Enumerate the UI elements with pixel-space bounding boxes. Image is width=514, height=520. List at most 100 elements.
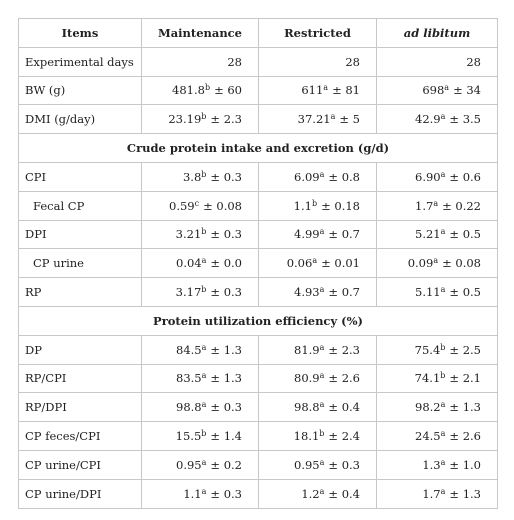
data-row: Experimental days 28 28 28 — [18, 46, 498, 77]
value: 3.17 — [175, 285, 202, 300]
data-table: Items Maintenance Restricted ad libitum Expe… — [18, 18, 498, 509]
value: 28 — [466, 54, 481, 69]
value: 98.2 — [415, 400, 441, 415]
std-error: ± 81 — [332, 83, 360, 98]
value: 23.19 — [168, 112, 202, 127]
section-title: Protein utilization efficiency (%) — [18, 305, 498, 336]
std-error: ± 0.4 — [328, 400, 360, 415]
value-cell: 37.21a ± 5 — [258, 104, 377, 135]
value: 6.09 — [294, 169, 320, 184]
significance-letter: a — [201, 457, 207, 467]
row-label: RP/CPI — [18, 363, 142, 394]
row-label: CP urine/DPI — [18, 478, 142, 509]
std-error: ± 0.7 — [328, 285, 360, 300]
significance-letter: a — [440, 169, 446, 179]
significance-letter: a — [201, 486, 207, 496]
data-row: RP/CPI 83.5a ± 1.3 80.9a ± 2.6 74.1b ± 2.1 — [18, 363, 498, 394]
value: 28 — [345, 54, 360, 69]
significance-letter: b — [201, 112, 207, 122]
value-cell: 28 — [376, 46, 498, 77]
value-cell: 83.5a ± 1.3 — [141, 363, 259, 394]
value: 83.5 — [176, 371, 202, 386]
value: 481.8 — [172, 83, 205, 98]
value-cell: 98.8a ± 0.3 — [141, 392, 259, 423]
significance-letter: a — [440, 429, 446, 439]
std-error: ± 0.6 — [449, 169, 481, 184]
significance-letter: b — [201, 169, 207, 179]
value-cell: 6.90a ± 0.6 — [376, 161, 498, 192]
std-error: ± 0.2 — [210, 457, 242, 472]
value-cell: 4.93a ± 0.7 — [258, 277, 377, 307]
value-cell: 481.8b ± 60 — [141, 75, 259, 106]
std-error: ± 1.3 — [210, 342, 242, 357]
column-header: ad libitum — [376, 18, 498, 48]
std-error: ± 34 — [453, 83, 481, 98]
std-error: ± 0.08 — [442, 256, 481, 271]
value-cell: 3.17b ± 0.3 — [141, 277, 259, 307]
value-cell: 0.04a ± 0.0 — [141, 248, 259, 279]
value: 74.1 — [414, 371, 441, 386]
std-error: ± 2.1 — [449, 371, 481, 386]
value: 611 — [301, 83, 324, 98]
value-cell: 74.1b ± 2.1 — [376, 363, 498, 394]
column-header: Maintenance — [141, 18, 259, 48]
value: 42.9 — [415, 112, 441, 127]
significance-letter: a — [319, 285, 325, 295]
row-label: CP urine/CPI — [18, 449, 142, 480]
significance-letter: c — [194, 198, 200, 208]
std-error: ± 0.8 — [328, 169, 360, 184]
value: 1.2 — [301, 486, 320, 501]
value-cell: 15.5b ± 1.4 — [141, 421, 259, 451]
significance-letter: b — [440, 342, 446, 352]
std-error: ± 0.7 — [328, 227, 360, 242]
significance-letter: a — [440, 457, 446, 467]
value-cell: 0.09a ± 0.08 — [376, 248, 498, 279]
value-cell: 75.4b ± 2.5 — [376, 334, 498, 365]
value: 3.8 — [182, 169, 202, 184]
value-cell: 0.95a ± 0.2 — [141, 449, 259, 480]
value-cell: 42.9a ± 3.5 — [376, 104, 498, 135]
value-cell: 1.3a ± 1.0 — [376, 449, 498, 480]
significance-letter: a — [319, 342, 325, 352]
value-cell: 0.95a ± 0.3 — [258, 449, 377, 480]
column-header: Items — [18, 18, 142, 48]
value-cell: 23.19b ± 2.3 — [141, 104, 259, 135]
std-error: ± 3.5 — [449, 112, 481, 127]
value-cell: 1.2a ± 0.4 — [258, 478, 377, 509]
value-cell: 1.7a ± 1.3 — [376, 478, 498, 509]
section-row: Crude protein intake and excretion (g/d) — [18, 133, 498, 163]
std-error: ± 0.3 — [210, 486, 242, 501]
value: 4.93 — [294, 285, 320, 300]
value-cell: 698a ± 34 — [376, 75, 498, 106]
significance-letter: a — [440, 400, 446, 410]
significance-letter: a — [319, 169, 325, 179]
table-wrap: Items Maintenance Restricted ad libitum Expe… — [18, 18, 498, 509]
std-error: ± 0.22 — [442, 198, 481, 213]
significance-letter: a — [201, 400, 207, 410]
significance-letter: a — [440, 112, 446, 122]
value: 5.21 — [415, 227, 441, 242]
value: 18.1 — [293, 429, 320, 444]
value-cell: 84.5a ± 1.3 — [141, 334, 259, 365]
significance-letter: a — [433, 198, 439, 208]
value: 0.04 — [176, 256, 202, 271]
section-row: Protein utilization efficiency (%) — [18, 305, 498, 336]
value-cell: 611a ± 81 — [258, 75, 377, 106]
data-row: CP urine/DPI 1.1a ± 0.3 1.2a ± 0.4 1.7a ± 1.3 — [18, 478, 498, 509]
row-label: RP — [18, 277, 142, 307]
value: 84.5 — [176, 342, 202, 357]
std-error: ± 0.3 — [210, 227, 242, 242]
value-cell: 5.21a ± 0.5 — [376, 219, 498, 250]
value: 1.1 — [293, 198, 312, 213]
std-error: ± 60 — [214, 83, 242, 98]
std-error: ± 1.3 — [449, 400, 481, 415]
value-cell: 1.1a ± 0.3 — [141, 478, 259, 509]
data-row: CP urine/CPI 0.95a ± 0.2 0.95a ± 0.3 1.3a ± 1.… — [18, 449, 498, 480]
std-error: ± 5 — [339, 112, 360, 127]
data-row: Fecal CP 0.59c ± 0.08 1.1b ± 0.18 1.7a ± 0.22 — [18, 190, 498, 221]
significance-letter: a — [201, 371, 207, 381]
row-label: CP feces/CPI — [18, 421, 142, 451]
value: 81.9 — [294, 342, 320, 357]
value-cell: 80.9a ± 2.6 — [258, 363, 377, 394]
value-cell: 6.09a ± 0.8 — [258, 161, 377, 192]
